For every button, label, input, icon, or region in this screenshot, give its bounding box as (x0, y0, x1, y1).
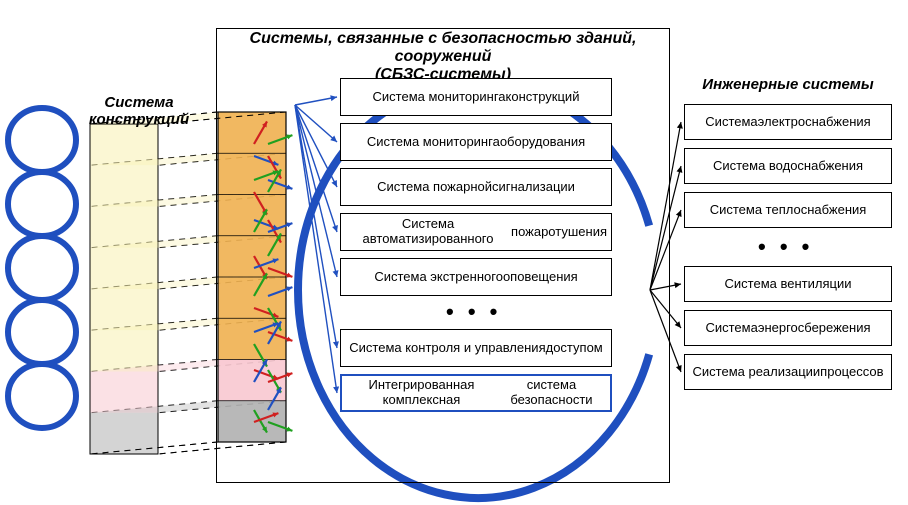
center-box-c0: Система мониторингаконструкций (340, 78, 612, 116)
left-col-title: Система конструкций (74, 94, 204, 128)
right-box-r5: Система реализациипроцессов (684, 354, 892, 390)
right-box-r0: Системаэлектроснабжения (684, 104, 892, 140)
center-box-c1: Система мониторингаоборудования (340, 123, 612, 161)
ellipsis-center: • • • (446, 299, 501, 325)
ellipsis-right: • • • (758, 234, 813, 260)
center-box-c5: Система контроля и управлениядоступом (340, 329, 612, 367)
center-box-c3: Система автоматизированногопожаротушения (340, 213, 612, 251)
center-box-c4: Система экстренногооповещения (340, 258, 612, 296)
center-box-c6: Интегрированная комплекснаясистема безоп… (340, 374, 612, 412)
right-box-r4: Системаэнергосбережения (684, 310, 892, 346)
right-col-title: Инженерные системы (684, 76, 892, 93)
right-box-r1: Система водоснабжения (684, 148, 892, 184)
right-box-r2: Система теплоснабжения (684, 192, 892, 228)
center-box-c2: Система пожарнойсигнализации (340, 168, 612, 206)
right-col-title-text: Инженерные системы (702, 76, 873, 93)
right-box-r3: Система вентиляции (684, 266, 892, 302)
main-title-line1: Системы, связанные с безопасностью здани… (250, 30, 637, 65)
main-title: Системы, связанные с безопасностью здани… (216, 30, 670, 84)
left-col-title-text: Система конструкций (89, 94, 189, 128)
